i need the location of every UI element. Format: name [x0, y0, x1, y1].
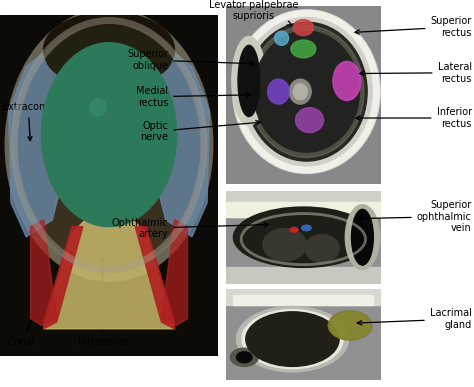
Ellipse shape — [232, 36, 266, 125]
Text: Inferior
rectus: Inferior rectus — [356, 107, 472, 129]
Ellipse shape — [41, 43, 177, 227]
Text: Levator palpebrae
suprioris: Levator palpebrae suprioris — [209, 0, 298, 25]
Ellipse shape — [230, 348, 258, 366]
Ellipse shape — [296, 108, 324, 133]
Ellipse shape — [46, 26, 172, 87]
Text: Lateral
rectus: Lateral rectus — [360, 62, 472, 84]
Ellipse shape — [328, 311, 372, 340]
Ellipse shape — [291, 40, 316, 58]
Bar — [226, 202, 381, 217]
Text: Superior
rectus: Superior rectus — [355, 16, 472, 38]
Ellipse shape — [91, 99, 106, 116]
Ellipse shape — [293, 84, 307, 99]
Bar — [233, 295, 374, 305]
Bar — [226, 267, 381, 284]
Ellipse shape — [237, 352, 252, 363]
Bar — [226, 289, 381, 305]
Ellipse shape — [249, 26, 364, 158]
Text: Globe: Globe — [51, 21, 100, 60]
Polygon shape — [135, 227, 174, 329]
Ellipse shape — [352, 209, 374, 265]
Ellipse shape — [274, 31, 289, 45]
Text: Lacrimal
gland: Lacrimal gland — [357, 308, 472, 330]
Polygon shape — [44, 227, 83, 329]
Circle shape — [302, 225, 311, 231]
Polygon shape — [161, 220, 188, 325]
Ellipse shape — [233, 207, 374, 267]
Ellipse shape — [246, 22, 367, 161]
Ellipse shape — [238, 45, 260, 116]
Text: Optic
nerve: Optic nerve — [140, 120, 260, 142]
Polygon shape — [30, 220, 57, 325]
Ellipse shape — [305, 235, 339, 262]
Text: Conal: Conal — [8, 285, 46, 348]
Circle shape — [290, 228, 298, 232]
Ellipse shape — [233, 10, 380, 173]
Ellipse shape — [246, 312, 339, 366]
Text: Intraconal: Intraconal — [78, 258, 127, 348]
Ellipse shape — [237, 307, 348, 372]
Ellipse shape — [44, 12, 174, 87]
Polygon shape — [44, 196, 174, 329]
Text: Superior
oblique: Superior oblique — [127, 49, 254, 71]
Ellipse shape — [263, 228, 307, 261]
Bar — [226, 191, 381, 217]
Polygon shape — [153, 50, 210, 237]
Ellipse shape — [346, 205, 380, 270]
Text: Ophthalmic
artery: Ophthalmic artery — [112, 217, 268, 239]
Polygon shape — [9, 50, 65, 237]
Ellipse shape — [6, 9, 212, 281]
Ellipse shape — [330, 312, 370, 339]
Text: Extraconal: Extraconal — [2, 103, 54, 140]
Ellipse shape — [268, 79, 289, 104]
Ellipse shape — [293, 19, 313, 36]
Text: Medial
rectus: Medial rectus — [136, 86, 251, 108]
Text: Superior
ophthalmic
vein: Superior ophthalmic vein — [357, 200, 472, 233]
Ellipse shape — [289, 79, 311, 104]
Ellipse shape — [242, 310, 343, 369]
Ellipse shape — [333, 62, 361, 101]
Ellipse shape — [254, 31, 359, 152]
